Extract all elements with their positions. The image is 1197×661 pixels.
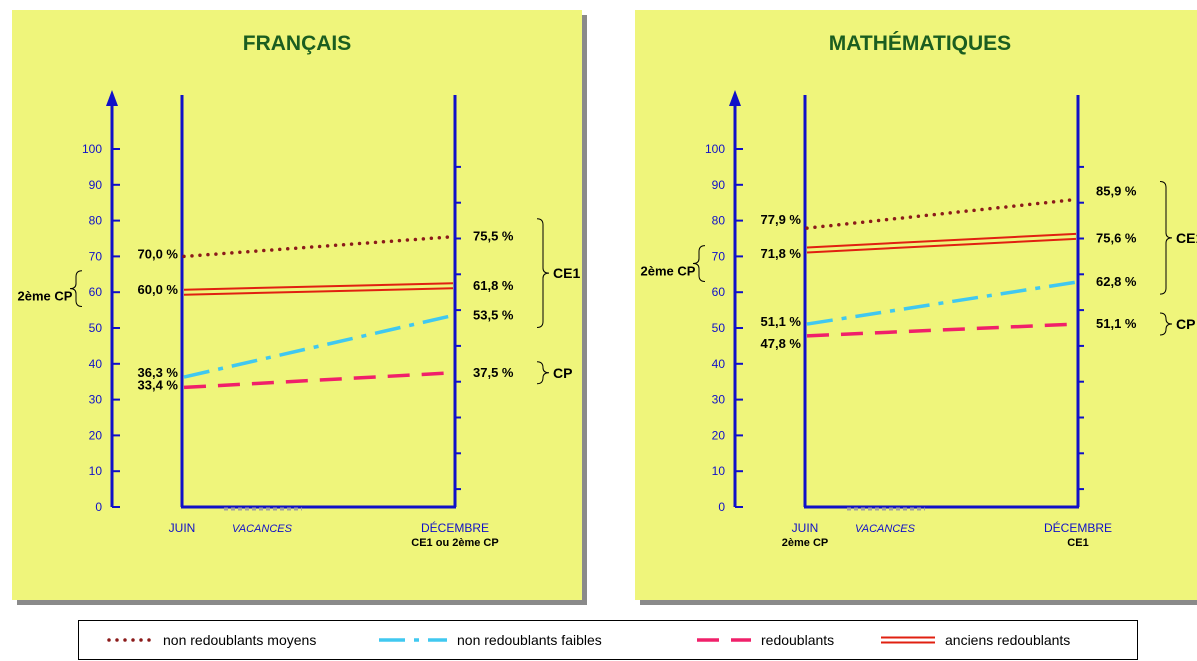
y-tick-label: 80: [89, 214, 103, 228]
x-sublabel: 2ème CP: [782, 537, 828, 549]
series-line: [806, 280, 1077, 326]
legend-label: non redoublants moyens: [163, 632, 317, 648]
bracket: [536, 218, 550, 328]
group-label: CP: [1176, 316, 1195, 332]
x-label: JUIN: [792, 521, 819, 535]
series-line: [183, 287, 454, 296]
data-label: 70,0 %: [138, 246, 179, 261]
group-label: CE1: [1176, 230, 1197, 246]
data-label: 53,5 %: [473, 307, 514, 322]
series-line: [806, 232, 1077, 249]
bracket: [1159, 312, 1173, 336]
legend-swatch-dashdot: [379, 638, 447, 642]
bracket: [69, 270, 83, 308]
y-tick-label: 20: [89, 428, 103, 442]
y-tick-label: 70: [712, 249, 726, 263]
left-group-label: 2ème CP: [641, 264, 696, 279]
series-line: [183, 282, 454, 291]
y-axis-arrow: [729, 90, 741, 106]
series-line: [806, 237, 1077, 254]
legend-label: non redoublants faibles: [457, 632, 602, 648]
y-tick-label: 40: [89, 357, 103, 371]
chart-title: FRANÇAIS: [242, 32, 352, 55]
interval-label: VACANCES: [232, 523, 293, 535]
group-label: CP: [553, 365, 572, 381]
y-tick-label: 70: [89, 249, 103, 263]
data-label: 60,0 %: [138, 282, 179, 297]
y-tick-label: 90: [89, 178, 103, 192]
y-axis-arrow: [106, 90, 118, 106]
y-tick-label: 20: [712, 428, 726, 442]
bracket: [536, 361, 550, 385]
bracket: [692, 245, 706, 282]
bracket: [1159, 180, 1173, 295]
legend-item: redoublants: [695, 621, 834, 659]
legend-label: anciens redoublants: [945, 632, 1071, 648]
x-sublabel: CE1: [1067, 537, 1088, 549]
x-label: JUIN: [169, 521, 196, 535]
data-label: 51,1 %: [1096, 316, 1137, 331]
interval-label: VACANCES: [855, 523, 916, 535]
left-group-label: 2ème CP: [18, 289, 73, 304]
x-label: DÉCEMBRE: [1044, 520, 1112, 535]
data-label: 75,5 %: [473, 229, 514, 244]
chart-legend: non redoublants moyens non redoublants f…: [78, 620, 1138, 660]
y-tick-label: 100: [705, 142, 725, 156]
series-line: [182, 234, 455, 259]
y-tick-label: 50: [89, 321, 103, 335]
legend-item: anciens redoublants: [879, 621, 1070, 659]
data-label: 75,6 %: [1096, 230, 1137, 245]
data-label: 62,8 %: [1096, 274, 1137, 289]
y-tick-label: 50: [712, 321, 726, 335]
y-tick-label: 80: [712, 214, 726, 228]
legend-label: redoublants: [761, 632, 835, 648]
legend-swatch-double: [881, 636, 935, 644]
data-label: 36,3 %: [138, 365, 179, 380]
group-label: CE1: [553, 265, 580, 281]
series-line: [806, 322, 1077, 338]
data-label: 33,4 %: [138, 377, 179, 392]
chart-panel-francais: FRANÇAIS 0 10 20 30 40 50 60 70 80 90 100 JUIN DÉCEM…: [12, 10, 582, 600]
legend-item: non redoublants moyens: [107, 621, 316, 659]
x-label: DÉCEMBRE: [421, 520, 489, 535]
chart-title: MATHÉMATIQUES: [828, 32, 1012, 55]
legend-swatch-dashed: [697, 638, 751, 642]
data-label: 51,1 %: [761, 314, 802, 329]
x-sublabel: CE1 ou 2ème CP: [411, 537, 498, 549]
data-label: 85,9 %: [1096, 183, 1137, 198]
y-tick-label: 10: [712, 464, 726, 478]
chart-canvas-mathematiques: 0 10 20 30 40 50 60 70 80 90 100 JUIN DÉCEMBRE VACANC…: [641, 90, 1197, 549]
chart-panel-mathematiques: MATHÉMATIQUES 0 10 20 30 40 50 60 70 80 90 100 JUIN…: [635, 10, 1197, 600]
y-tick-label: 60: [89, 285, 103, 299]
chart-canvas-francais: 0 10 20 30 40 50 60 70 80 90 100 JUIN DÉCEMBRE VACANC…: [18, 90, 580, 549]
y-tick-label: 90: [712, 178, 726, 192]
y-tick-label: 30: [712, 393, 726, 407]
y-tick-label: 30: [89, 393, 103, 407]
series-line: [183, 313, 454, 379]
y-tick-label: 0: [718, 500, 725, 514]
data-label: 47,8 %: [761, 336, 802, 351]
y-tick-label: 40: [712, 357, 726, 371]
series-line: [805, 197, 1078, 230]
y-tick-label: 10: [89, 464, 103, 478]
series-line: [183, 371, 454, 390]
data-label: 71,8 %: [761, 246, 802, 261]
data-label: 77,9 %: [761, 212, 802, 227]
legend-item: non redoublants faibles: [377, 621, 602, 659]
y-tick-label: 100: [82, 142, 102, 156]
data-label: 37,5 %: [473, 365, 514, 380]
y-tick-label: 60: [712, 285, 726, 299]
legend-swatch-dotted: [107, 638, 155, 642]
data-label: 61,8 %: [473, 278, 514, 293]
y-tick-label: 0: [95, 500, 102, 514]
